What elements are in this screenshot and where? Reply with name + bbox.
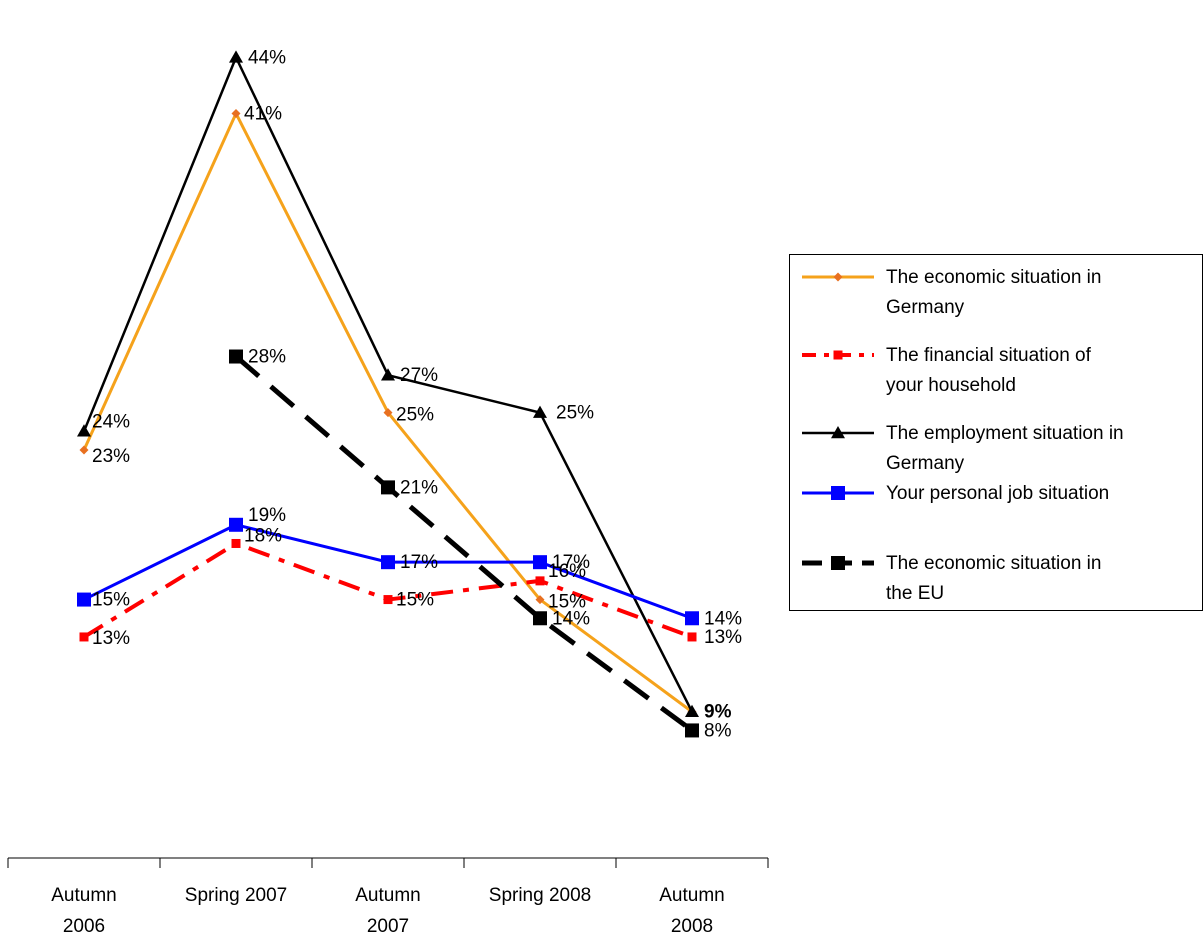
series-markers xyxy=(77,50,699,738)
legend-label-line-1: The financial situation of xyxy=(886,345,1091,366)
legend-label-economic-germany: The economic situation in Germany xyxy=(886,263,1196,323)
data-label-your-personal-job-situation: 17% xyxy=(552,552,590,573)
series-line-the-economic-situation-in-the-eu xyxy=(234,354,694,733)
data-label-the-employment-situation-in-germany: 24% xyxy=(92,411,130,432)
data-point-the-economic-situation-in-the-eu xyxy=(229,349,243,364)
data-label-the-employment-situation-in-germany: 9% xyxy=(704,702,732,723)
legend-item-financial-household: The financial situation of your househol… xyxy=(790,341,1202,401)
legend-label-financial-household: The financial situation of your househol… xyxy=(886,341,1196,401)
x-tick-label: Autumn xyxy=(51,885,116,906)
data-point-the-economic-situation-in-germany xyxy=(383,408,393,418)
data-point-your-personal-job-situation xyxy=(381,555,395,570)
data-point-the-employment-situation-in-germany xyxy=(685,704,699,717)
data-point-the-employment-situation-in-germany xyxy=(533,405,547,418)
data-label-your-personal-job-situation: 19% xyxy=(248,505,286,526)
data-point-the-economic-situation-in-germany xyxy=(79,445,89,455)
legend-label-economic-eu: The economic situation in the EU xyxy=(886,549,1196,609)
data-point-the-economic-situation-in-the-eu xyxy=(685,723,699,738)
x-tick-label: Spring 2007 xyxy=(185,885,287,906)
legend-swatch-financial-household xyxy=(802,350,874,360)
data-label-the-financial-situation-of-your-household: 18% xyxy=(244,525,282,546)
data-label-the-economic-situation-in-the-eu: 21% xyxy=(400,477,438,498)
x-tick-labels: Autumn 2006 Spring 2007 Autumn 2007 Spring 20… xyxy=(51,885,724,936)
data-label-the-financial-situation-of-your-household: 13% xyxy=(92,628,130,649)
legend-label-line-2: Germany xyxy=(886,453,965,474)
data-labels: 23% 41% 25% 15% 13% 18% 15% 16% 13% 24% 44% 27% 25% 9… xyxy=(92,47,742,741)
legend-item-personal-job: Your personal job situation xyxy=(790,479,1202,539)
legend: The economic situation in Germany The fi… xyxy=(789,254,1203,611)
legend-swatch-marker xyxy=(833,350,843,360)
legend-label-line-2: Germany xyxy=(886,297,965,318)
x-tick-label: Spring 2008 xyxy=(489,885,591,906)
x-axis xyxy=(7,857,769,868)
data-point-the-economic-situation-in-the-eu xyxy=(381,480,395,495)
legend-label-employment-germany: The employment situation in Germany xyxy=(886,419,1196,479)
x-tick-label: Autumn xyxy=(355,885,420,906)
data-point-the-employment-situation-in-germany xyxy=(77,424,91,437)
data-point-your-personal-job-situation xyxy=(533,555,547,570)
legend-item-employment-germany: The employment situation in Germany xyxy=(790,419,1202,479)
data-point-the-financial-situation-of-your-household xyxy=(687,632,697,642)
legend-label-line-1: Your personal job situation xyxy=(886,483,1110,504)
legend-swatch-personal-job xyxy=(802,486,874,500)
legend-item-economic-eu: The economic situation in the EU xyxy=(790,549,1202,609)
legend-swatch-marker xyxy=(831,556,845,570)
data-point-your-personal-job-situation xyxy=(77,592,91,607)
data-point-your-personal-job-situation xyxy=(685,611,699,626)
data-label-the-economic-situation-in-the-eu: 8% xyxy=(704,720,732,741)
data-point-the-financial-situation-of-your-household xyxy=(535,576,545,586)
legend-label-line-2: your household xyxy=(886,375,1016,396)
data-point-your-personal-job-situation xyxy=(229,517,243,532)
legend-swatch-marker xyxy=(831,486,845,500)
data-point-the-employment-situation-in-germany xyxy=(381,368,395,381)
series-line-your-personal-job-situation xyxy=(83,523,693,620)
legend-swatch-economic-germany xyxy=(802,272,874,282)
data-label-the-economic-situation-in-the-eu: 14% xyxy=(552,608,590,629)
data-label-the-employment-situation-in-germany: 44% xyxy=(248,47,286,68)
data-label-the-financial-situation-of-your-household: 16% xyxy=(548,561,586,582)
legend-swatch-marker xyxy=(833,272,843,282)
data-point-the-economic-situation-in-the-eu xyxy=(533,611,547,626)
data-label-your-personal-job-situation: 15% xyxy=(92,590,130,611)
legend-label-line-2: the EU xyxy=(886,583,945,604)
data-label-the-economic-situation-in-the-eu: 28% xyxy=(248,347,286,368)
legend-swatch-employment-germany xyxy=(802,426,874,439)
data-point-the-financial-situation-of-your-household xyxy=(383,595,393,605)
legend-swatch-marker xyxy=(831,426,845,439)
legend-label-line-1: The economic situation in xyxy=(886,267,1102,288)
x-tick-label: 2006 xyxy=(63,916,105,936)
x-tick-label: Autumn xyxy=(659,885,724,906)
data-label-your-personal-job-situation: 17% xyxy=(400,552,438,573)
legend-label-personal-job: Your personal job situation xyxy=(886,479,1196,509)
data-point-the-financial-situation-of-your-household xyxy=(231,538,241,548)
legend-item-economic-germany: The economic situation in Germany xyxy=(790,263,1202,323)
legend-label-line-1: The economic situation in xyxy=(886,553,1102,574)
data-label-the-employment-situation-in-germany: 25% xyxy=(556,403,594,424)
series-lines xyxy=(82,56,694,733)
data-point-the-economic-situation-in-germany xyxy=(535,595,545,605)
data-label-the-economic-situation-in-germany: 15% xyxy=(548,592,586,613)
data-point-the-employment-situation-in-germany xyxy=(229,50,243,63)
data-label-the-financial-situation-of-your-household: 13% xyxy=(704,627,742,648)
data-point-the-economic-situation-in-germany xyxy=(231,108,241,118)
data-label-the-economic-situation-in-germany: 41% xyxy=(244,103,282,124)
data-label-your-personal-job-situation: 14% xyxy=(704,608,742,629)
data-point-the-financial-situation-of-your-household xyxy=(79,632,89,642)
x-tick-label: 2007 xyxy=(367,916,409,936)
legend-label-line-1: The employment situation in xyxy=(886,423,1124,444)
data-label-the-economic-situation-in-germany: 23% xyxy=(92,446,130,467)
legend-swatch-economic-eu xyxy=(802,556,874,570)
data-label-the-economic-situation-in-germany: 25% xyxy=(396,405,434,426)
x-tick-label: 2008 xyxy=(671,916,713,936)
series-line-the-employment-situation-in-germany xyxy=(82,56,694,713)
data-label-the-employment-situation-in-germany: 27% xyxy=(400,365,438,386)
data-label-the-financial-situation-of-your-household: 15% xyxy=(396,590,434,611)
